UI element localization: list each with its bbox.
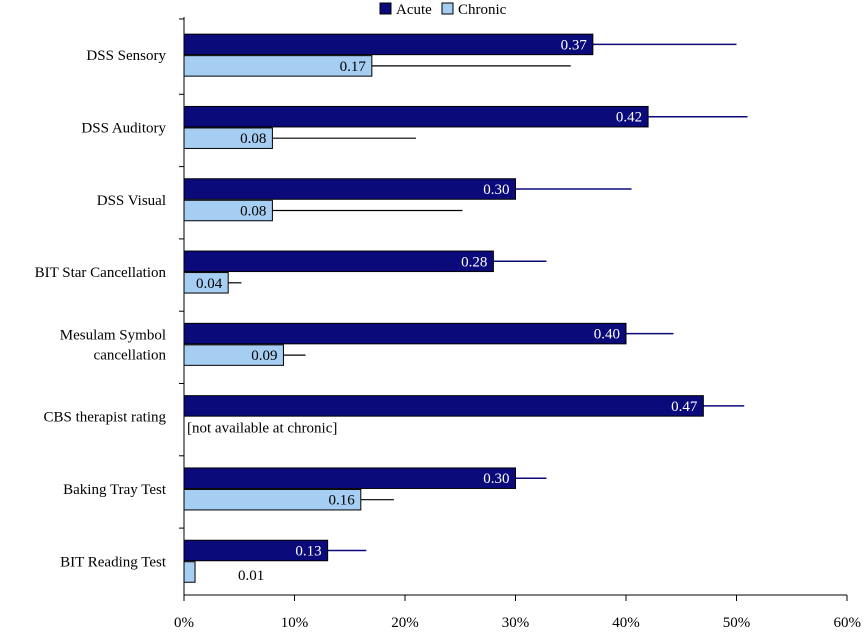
acute-value-label: 0.40 [594, 327, 620, 343]
category-label: BIT Reading Test [60, 554, 167, 570]
x-tick-label: 60% [834, 615, 862, 631]
category-label: Mesulam Symbol [60, 327, 166, 343]
category-label: DSS Visual [97, 193, 166, 209]
x-tick-label: 30% [502, 615, 530, 631]
acute-bar [183, 105, 649, 128]
acute-value-label: 0.28 [461, 254, 487, 270]
chronic-bar [183, 488, 362, 511]
missing-data-note: [not available at chronic] [187, 420, 337, 436]
acute-bar [183, 467, 516, 489]
legend-label-chronic: Chronic [458, 2, 507, 18]
legend-swatch-acute [379, 2, 392, 15]
acute-bar [183, 395, 704, 417]
acute-value-label: 0.13 [295, 544, 321, 560]
chronic-bar [183, 127, 273, 149]
category-label: CBS therapist rating [44, 410, 167, 426]
x-tick-label: 10% [281, 615, 309, 631]
acute-bar [183, 250, 494, 273]
x-tick-label: 40% [612, 615, 640, 631]
acute-value-label: 0.47 [671, 399, 698, 415]
acute-bar [183, 178, 516, 200]
acute-bar [183, 322, 627, 345]
chronic-value-label: 0.08 [240, 204, 266, 220]
acute-value-label: 0.42 [616, 110, 642, 126]
acute-value-label: 0.37 [561, 37, 588, 53]
category-label: DSS Auditory [81, 120, 166, 136]
x-tick-label: 0% [174, 615, 194, 631]
acute-bar [183, 33, 594, 56]
x-tick-label: 20% [391, 615, 419, 631]
chronic-bar [183, 55, 373, 77]
category-label: Baking Tray Test [63, 482, 167, 498]
chronic-bar [183, 272, 229, 294]
acute-value-label: 0.30 [483, 471, 509, 487]
chronic-bar [183, 561, 196, 583]
chronic-value-label: 0.04 [196, 276, 223, 292]
legend-label-acute: Acute [396, 2, 432, 18]
plot-area: 0% 10% 20% 30% 40% 50% 60% DSS Sensory DSS Audit… [35, 17, 861, 631]
chronic-value-label: 0.09 [251, 348, 277, 364]
x-tick-label: 50% [723, 615, 751, 631]
chronic-value-label: 0.17 [340, 59, 367, 75]
chronic-bar [183, 199, 273, 222]
category-label: cancellation [94, 347, 167, 363]
chronic-value-label: 0.01 [238, 568, 264, 584]
category-label: BIT Star Cancellation [35, 265, 167, 281]
legend-swatch-chronic [441, 2, 454, 15]
chronic-bar [183, 344, 284, 366]
category-label: DSS Sensory [86, 48, 166, 64]
chronic-value-label: 0.16 [329, 493, 356, 509]
acute-value-label: 0.30 [483, 182, 509, 198]
legend: Acute Chronic [379, 2, 507, 18]
chronic-value-label: 0.08 [240, 131, 266, 147]
acute-bar [183, 539, 329, 562]
